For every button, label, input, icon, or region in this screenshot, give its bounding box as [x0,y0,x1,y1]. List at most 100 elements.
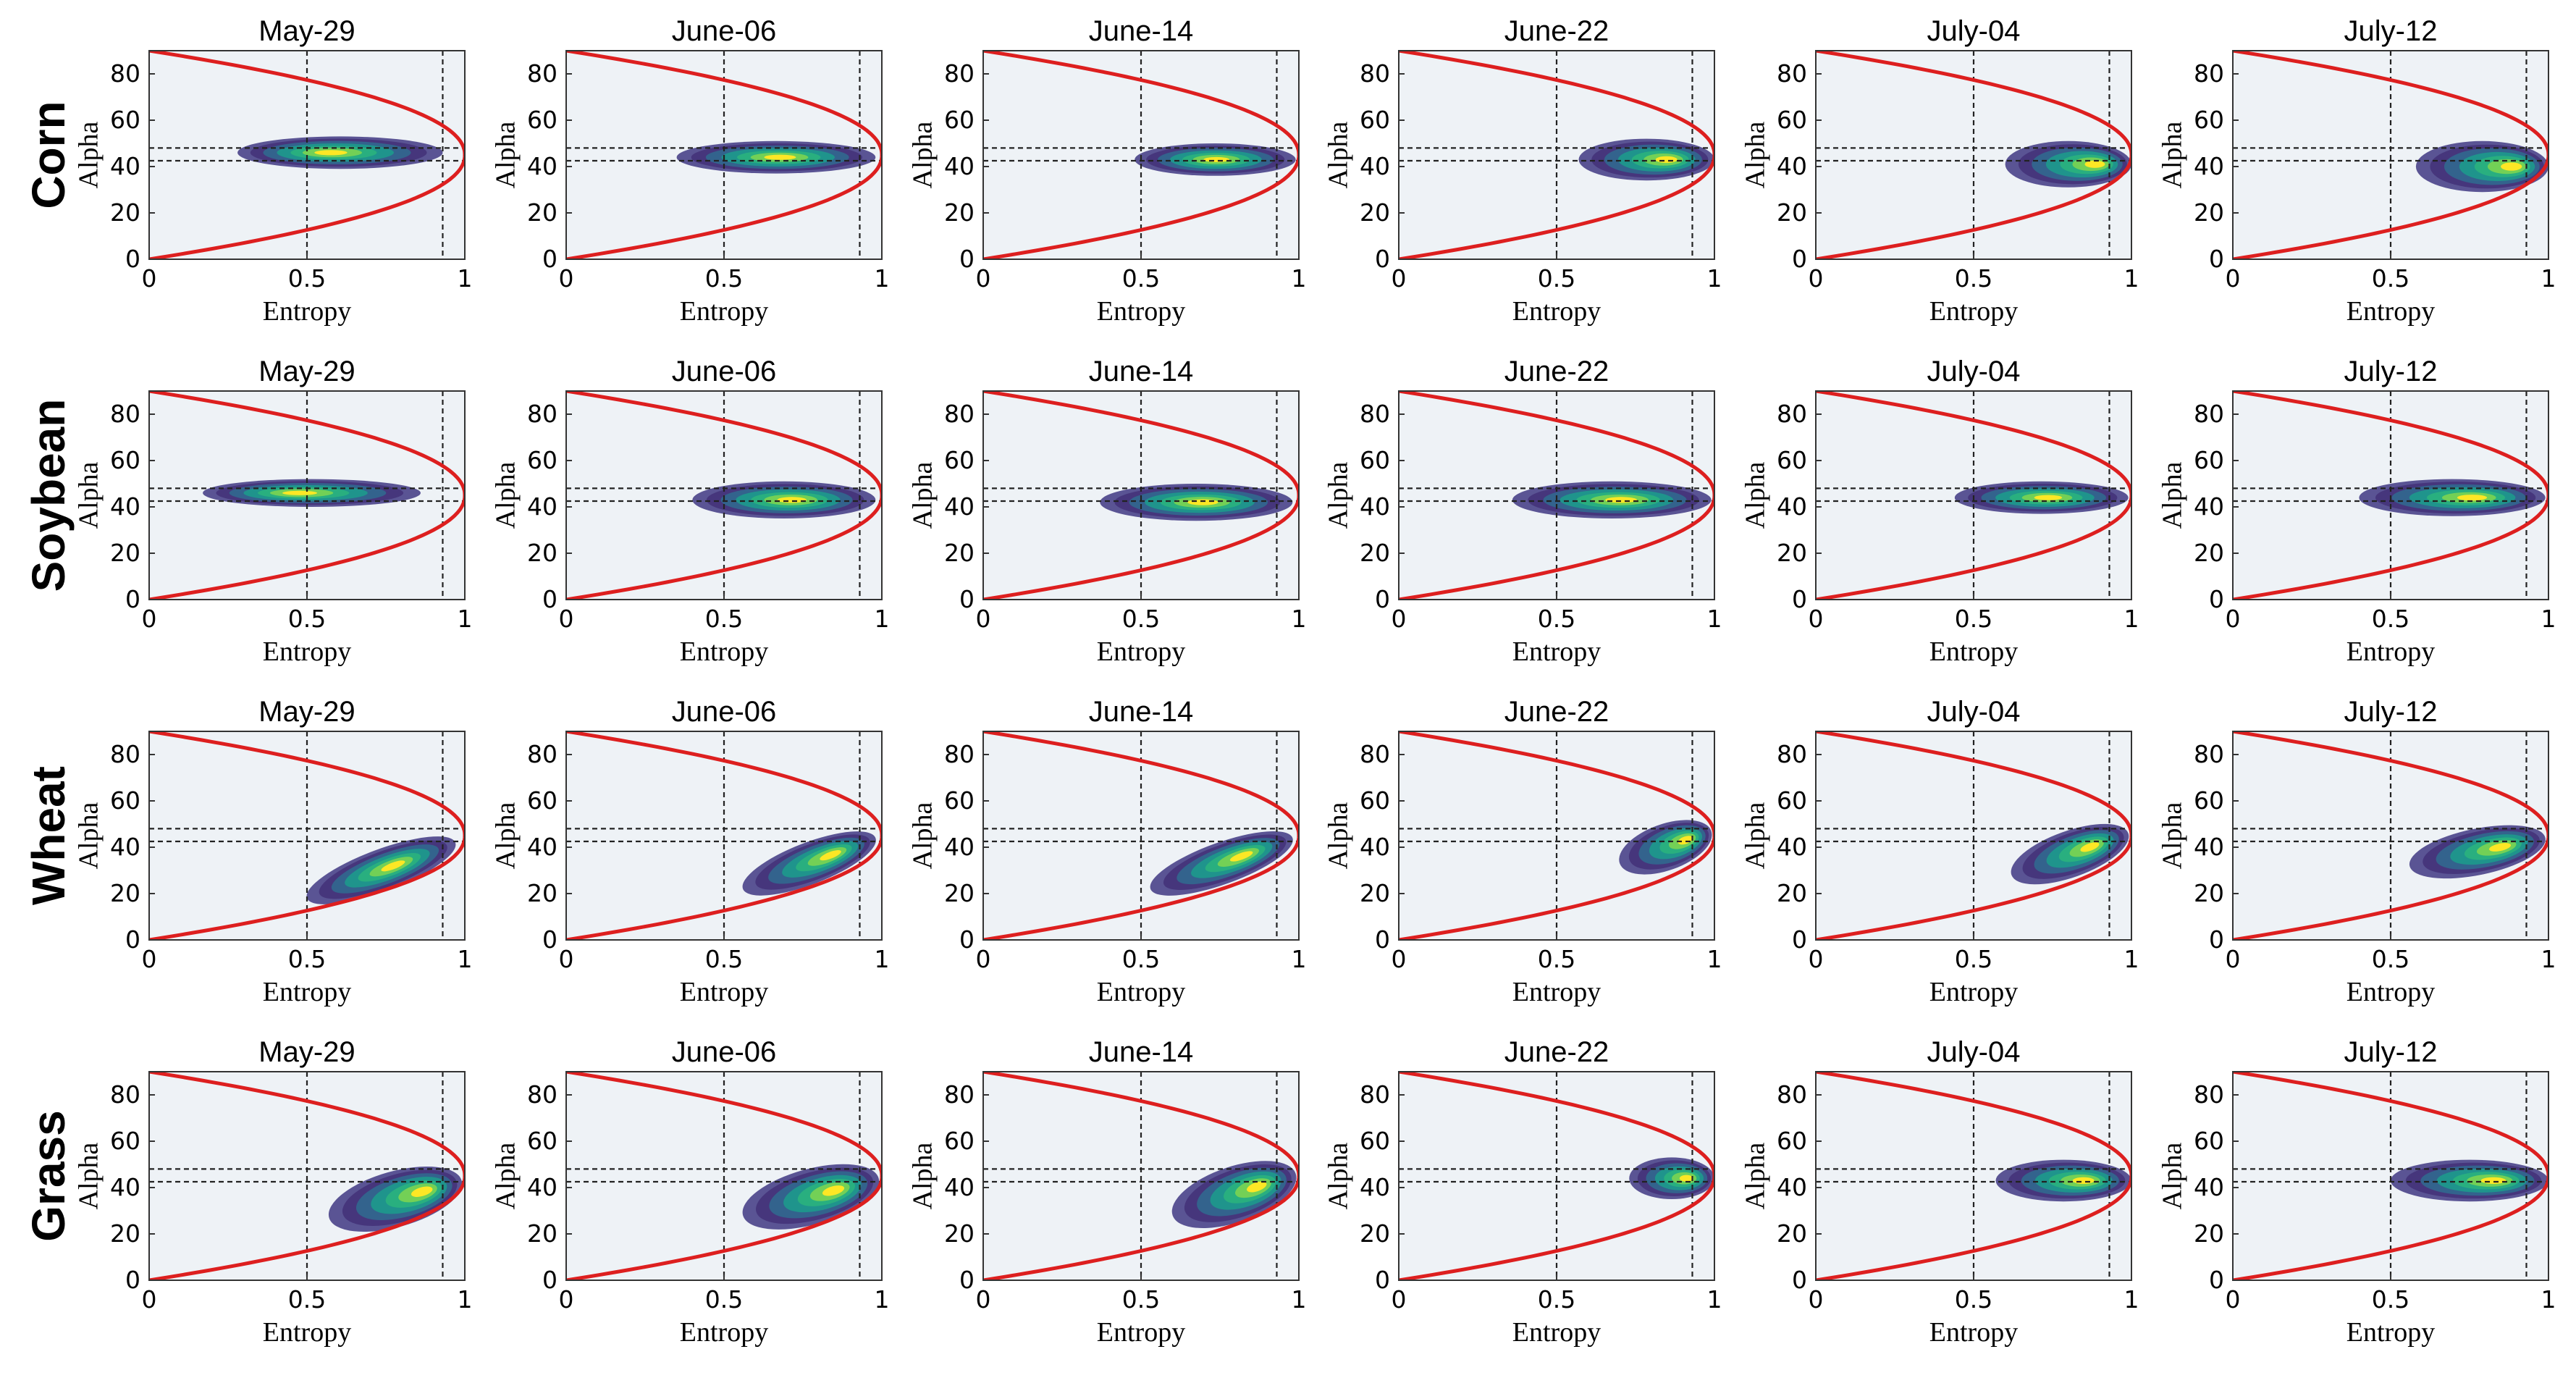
y-tick-label: 60 [527,446,557,474]
x-tick-label: 0.5 [288,945,326,973]
y-axis-label: Alpha [491,461,521,529]
y-tick-label: 80 [110,400,140,428]
panel-title: June-14 [1089,15,1194,47]
x-tick-label: 1 [2124,1285,2139,1314]
y-tick-label: 0 [542,585,557,613]
y-tick-label: 80 [944,59,975,88]
y-tick-label: 20 [1360,198,1390,227]
y-tick-label: 20 [2194,198,2224,227]
y-tick-label: 60 [1360,1127,1390,1155]
y-tick-label: 60 [944,446,975,474]
x-tick-label: 1 [1707,605,1722,633]
reference-lines [2233,731,2548,940]
panel-wheat-4: 0 0.5 1 0 20 40 60 80 July-04 Entropy Alpha [1741,696,2139,1007]
x-axis-label: Entropy [1097,977,1185,1007]
panel-title: May-29 [258,15,355,47]
x-tick-label: 0.5 [705,945,743,973]
y-tick-label: 20 [1360,539,1390,567]
boundary-curve [149,1072,465,1280]
density-level-6 [1187,499,1218,505]
x-tick-label: 0.5 [1955,264,1992,293]
panel-title: June-22 [1504,1036,1609,1068]
x-tick-label: 1 [1292,264,1307,293]
y-tick-label: 0 [125,585,140,613]
x-axis-label: Entropy [1097,1317,1185,1348]
x-tick-label: 0 [2226,945,2241,973]
boundary-curve [983,51,1299,259]
reference-lines [983,731,1299,940]
x-axis-label: Entropy [1512,977,1601,1007]
density-cluster [2391,1159,2548,1202]
y-tick-label: 40 [110,492,140,521]
reference-lines [2233,51,2548,259]
x-tick-label: 1 [2541,605,2556,633]
crop-label-wheat: Wheat [22,766,75,905]
y-tick-label: 60 [1777,786,1807,815]
y-tick-label: 60 [1360,106,1390,134]
y-tick-label: 40 [2194,152,2224,180]
panel-title: June-06 [672,356,777,387]
y-tick-label: 0 [125,245,140,273]
y-tick-label: 60 [110,106,140,134]
y-tick-label: 20 [1777,1219,1807,1248]
density-level-6 [2034,495,2063,500]
y-axis-label: Alpha [1323,1142,1354,1209]
y-tick-label: 60 [527,1127,557,1155]
y-tick-label: 80 [1777,1080,1807,1109]
reference-lines [1399,731,1714,940]
density-cluster [203,479,421,507]
x-tick-label: 0 [976,945,991,973]
density-cluster [676,140,876,174]
panel-corn-5: 0 0.5 1 0 20 40 60 80 July-12 Entropy Alpha [2158,15,2556,327]
y-tick-label: 0 [1792,1266,1807,1294]
x-tick-label: 1 [2541,945,2556,973]
y-tick-label: 0 [2209,245,2224,273]
reference-lines [1816,1072,2131,1280]
x-tick-label: 0.5 [1955,605,1992,633]
density-level-6 [822,1185,845,1196]
y-tick-label: 40 [527,492,557,521]
density-level-6 [2480,1177,2506,1185]
y-tick-label: 0 [125,1266,140,1294]
y-axis-label: Alpha [908,461,938,529]
y-tick-label: 60 [944,1127,975,1155]
x-tick-label: 1 [458,605,473,633]
panel-title: July-04 [1927,1036,2021,1068]
y-tick-label: 60 [527,786,557,815]
y-axis-label: Alpha [1741,802,1771,869]
y-tick-label: 80 [527,59,557,88]
y-axis-label: Alpha [74,802,104,869]
y-axis-label: Alpha [1741,461,1771,529]
density-level-6 [1655,156,1678,164]
y-tick-label: 40 [1360,492,1390,521]
panel-title: June-14 [1089,356,1194,387]
x-axis-label: Entropy [1929,637,2018,667]
reference-lines [566,1072,882,1280]
panel-title: June-14 [1089,1036,1194,1068]
x-tick-label: 0 [2226,1285,2241,1314]
y-tick-label: 60 [110,786,140,815]
x-axis-label: Entropy [1512,637,1601,667]
y-axis-label: Alpha [1323,121,1354,188]
boundary-curve [1816,1072,2131,1280]
y-tick-label: 20 [1777,879,1807,907]
x-tick-label: 0 [559,945,574,973]
reference-lines [2233,1072,2548,1280]
panel-title: June-06 [672,1036,777,1068]
x-tick-label: 0 [1809,264,1824,293]
panel-corn-0: 0 0.5 1 0 20 40 60 80 May-29 Entropy Alpha [74,15,473,327]
x-tick-label: 0 [976,264,991,293]
x-tick-label: 0.5 [1538,945,1575,973]
y-tick-label: 60 [1777,1127,1807,1155]
x-tick-label: 0.5 [705,605,743,633]
panel-title: July-12 [2344,15,2438,47]
y-tick-label: 80 [2194,740,2224,768]
y-tick-label: 0 [1792,245,1807,273]
panel-wheat-3: 0 0.5 1 0 20 40 60 80 June-22 Entropy Alpha [1323,696,1722,1007]
x-tick-label: 1 [2124,264,2139,293]
reference-lines [983,391,1299,600]
y-tick-label: 0 [959,585,975,613]
boundary-curve [566,51,882,259]
density-cluster [742,1164,880,1230]
